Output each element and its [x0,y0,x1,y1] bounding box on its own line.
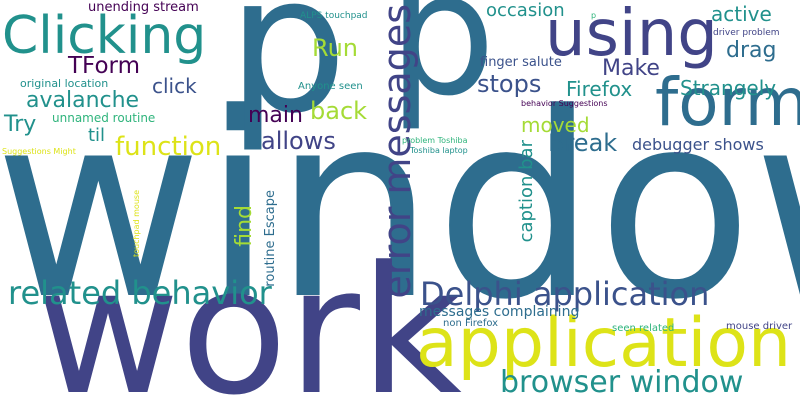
word-suggestions-might: Suggestions Might [2,147,76,156]
word-seen-related: seen related [612,323,675,334]
word-application: application [416,304,792,383]
word-behavior-suggestions: behavior Suggestions [521,99,608,108]
word-break: Break [548,129,618,157]
word-window: window [0,59,800,356]
word-til: til [88,125,106,146]
word-original-location: original location [20,77,109,90]
word-allows: allows [261,127,336,155]
word-driver-problem: driver problem [713,28,780,38]
word-problem-toshiba: problem Toshiba [402,136,468,145]
word-occasion: occasion [486,0,565,21]
word-mouse-driver: mouse driver [726,321,793,332]
word-active: active [711,2,772,26]
word-stops: stops [477,70,542,98]
word-p-second: p [388,0,496,134]
word-tform: TForm [68,53,140,79]
word-drag: drag [726,38,777,63]
word-finger-salute: finger salute [480,55,562,70]
word-delphi-application: Delphi application [420,275,710,313]
word-alps-touchpad: ALPS touchpad [300,11,368,21]
word-find: find [232,205,257,247]
word-routine-escape: routine Escape [263,190,278,287]
word-make: Make [602,56,660,81]
word-using: using [545,0,718,71]
word-anyone-seen: Anyone seen [298,81,363,92]
word-click: click [152,74,197,98]
word-firefox: Firefox [566,77,633,101]
word-avalanche: avalanche [26,88,140,113]
word-related-behavior: related behavior [8,274,272,312]
word-strangely: Strangely [680,76,777,100]
word-browser-window: browser window [500,365,744,400]
word-messages-complaining: messages complaining [419,304,580,320]
word-moved: moved [521,113,590,137]
word-p-first: p [227,0,348,155]
word-non-firefox: non Firefox [443,318,499,329]
word-unnamed-routine: unnamed routine [52,111,156,125]
word-function: function [115,132,222,162]
word-main: main [248,103,303,128]
word-debugger-shows: debugger shows [632,135,764,154]
word-work: work [36,229,462,400]
word-unending-stream: unending stream [88,0,199,15]
word-p-small: p [591,11,597,20]
word-try: Try [4,112,37,137]
word-caption-bar: caption bar [516,140,537,243]
word-toshiba-laptop: Toshiba laptop [410,146,468,155]
word-back: back [310,97,368,125]
word-run: Run [312,34,359,62]
word-clicking: Clicking [2,6,207,66]
word-touchpad-mouse: touchpad mouse [132,190,141,258]
word-form: form [655,64,800,141]
